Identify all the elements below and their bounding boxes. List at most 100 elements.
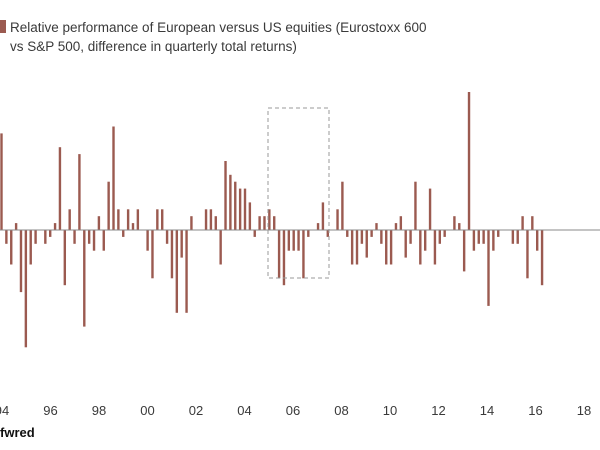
x-tick-label: 02 bbox=[189, 403, 203, 418]
bar bbox=[346, 230, 349, 237]
bar bbox=[170, 230, 174, 279]
x-tick-label: 94 bbox=[0, 403, 9, 418]
bar bbox=[53, 223, 57, 230]
bar bbox=[243, 188, 247, 230]
bar bbox=[78, 154, 81, 230]
x-tick-label: 16 bbox=[528, 403, 542, 418]
bar bbox=[122, 230, 125, 237]
bar bbox=[409, 230, 412, 244]
bar bbox=[492, 230, 495, 251]
bar bbox=[477, 230, 480, 244]
bar bbox=[161, 209, 164, 230]
bar bbox=[185, 230, 188, 313]
bar bbox=[63, 230, 67, 286]
bar bbox=[151, 230, 154, 279]
x-tick-label: 14 bbox=[480, 403, 494, 418]
bar bbox=[433, 230, 437, 265]
bar bbox=[92, 230, 96, 251]
bar bbox=[234, 181, 237, 230]
bar bbox=[107, 181, 110, 230]
bar bbox=[34, 230, 37, 244]
bar bbox=[394, 223, 398, 230]
source-note: fwred bbox=[0, 425, 35, 440]
bar bbox=[419, 230, 422, 265]
bar bbox=[497, 230, 500, 237]
bar bbox=[414, 181, 417, 230]
bar bbox=[370, 230, 373, 237]
bar bbox=[399, 216, 403, 230]
bar bbox=[24, 230, 28, 348]
highlight-box bbox=[267, 107, 330, 279]
bar bbox=[258, 216, 261, 230]
bar bbox=[526, 230, 529, 279]
bar bbox=[487, 230, 490, 306]
bar bbox=[316, 223, 320, 230]
bar bbox=[73, 230, 76, 244]
bar bbox=[146, 230, 149, 251]
bar bbox=[326, 230, 329, 237]
x-tick-label: 98 bbox=[92, 403, 106, 418]
x-tick-label: 12 bbox=[431, 403, 445, 418]
bar bbox=[360, 230, 364, 244]
bar bbox=[238, 188, 242, 230]
bar bbox=[511, 230, 515, 244]
bar bbox=[263, 216, 266, 230]
bar bbox=[341, 181, 344, 230]
bar bbox=[380, 230, 383, 244]
bar bbox=[458, 223, 461, 230]
bar bbox=[297, 230, 300, 251]
bar bbox=[180, 230, 183, 258]
bar bbox=[389, 230, 393, 265]
bar bbox=[385, 230, 388, 265]
bar bbox=[531, 216, 534, 230]
bar bbox=[375, 223, 378, 230]
bar bbox=[292, 230, 295, 251]
bar bbox=[428, 188, 432, 230]
bar-chart: 94 96 98 00 02 04 06 08 10 12 14 16 18 bbox=[0, 92, 600, 418]
bar bbox=[102, 230, 105, 251]
bar bbox=[224, 161, 227, 230]
bar bbox=[97, 216, 101, 230]
chart-legend: Relative performance of European versus … bbox=[0, 18, 440, 56]
bar bbox=[423, 230, 427, 251]
bar bbox=[536, 230, 539, 251]
bar bbox=[482, 230, 485, 244]
bar bbox=[209, 209, 213, 230]
bar bbox=[248, 202, 252, 230]
bar bbox=[112, 126, 115, 230]
bar bbox=[136, 209, 140, 230]
bar bbox=[204, 209, 208, 230]
bar bbox=[336, 209, 339, 230]
bar bbox=[443, 230, 446, 237]
bar bbox=[229, 174, 232, 230]
bar bbox=[307, 230, 310, 237]
bar bbox=[49, 230, 52, 237]
bar bbox=[126, 209, 130, 230]
bar bbox=[131, 223, 135, 230]
bar bbox=[29, 230, 32, 265]
bar bbox=[438, 230, 441, 244]
bar bbox=[117, 209, 120, 230]
bar bbox=[190, 216, 193, 230]
x-tick-label: 10 bbox=[383, 403, 397, 418]
bar bbox=[540, 230, 544, 286]
bar bbox=[277, 230, 281, 279]
bar bbox=[321, 202, 325, 230]
bar bbox=[214, 216, 217, 230]
bar bbox=[268, 209, 271, 230]
bar bbox=[0, 133, 3, 230]
bar bbox=[156, 209, 159, 230]
x-tick-label: 96 bbox=[43, 403, 57, 418]
legend-swatch bbox=[0, 20, 6, 33]
bar bbox=[287, 230, 291, 251]
bar bbox=[516, 230, 519, 244]
bar bbox=[83, 230, 86, 327]
bar bbox=[44, 230, 47, 244]
bar bbox=[453, 216, 456, 230]
chart-title: Relative performance of European versus … bbox=[10, 20, 427, 54]
bar bbox=[10, 230, 13, 265]
bar bbox=[472, 230, 476, 251]
bar bbox=[14, 223, 18, 230]
x-tick-label: 04 bbox=[237, 403, 251, 418]
bar bbox=[404, 230, 407, 258]
